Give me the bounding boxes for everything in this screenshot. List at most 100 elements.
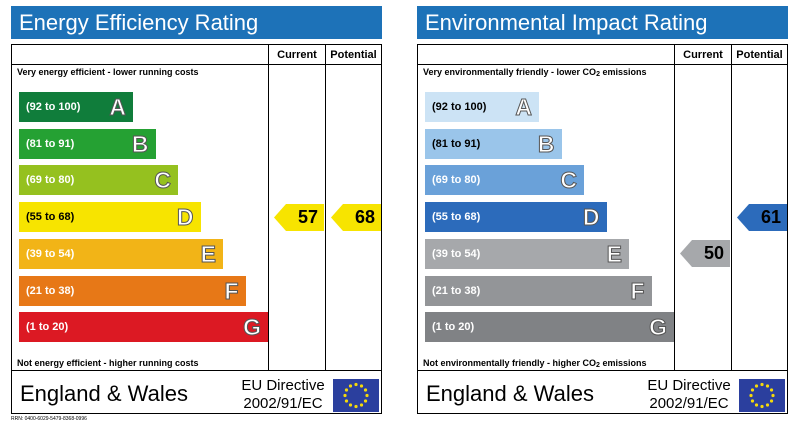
directive-line1: EU Directive — [241, 377, 325, 394]
current-rating-value: 57 — [297, 206, 318, 227]
band-range-label: (21 to 38) — [432, 284, 481, 297]
top-caption: Very energy efficient - lower running co… — [17, 67, 199, 77]
footer-region: England & Wales — [426, 381, 594, 406]
eu-star — [754, 403, 759, 407]
band-range-label: (55 to 68) — [432, 211, 481, 224]
eu-star — [771, 393, 775, 398]
band-range-label: (92 to 100) — [432, 101, 487, 113]
top-caption: Very environmentally friendly - lower CO… — [423, 67, 647, 78]
environmental-chart-frame: Current Potential Very environmentally f… — [417, 44, 788, 414]
eu-star — [348, 384, 353, 388]
current-rating-value: 50 — [703, 243, 724, 264]
column-divider — [325, 45, 326, 370]
rating-band-g: (1 to 20) G — [425, 312, 674, 343]
band-letter-label: E — [606, 240, 622, 267]
band-letter-label: A — [109, 94, 127, 121]
band-range-label: (81 to 91) — [432, 137, 481, 150]
current-rating-marker: 50 — [680, 240, 730, 268]
potential-rating-marker: 68 — [331, 203, 381, 231]
band-letter-label: G — [243, 314, 262, 341]
header-divider — [418, 64, 787, 65]
environmental-impact-panel: Environmental Impact Rating Current Pote… — [417, 6, 788, 414]
eu-star — [749, 393, 753, 398]
eu-star — [348, 403, 353, 407]
footer-divider — [12, 370, 381, 371]
rating-band-a: (92 to 100) A — [425, 92, 539, 122]
eu-star — [363, 388, 368, 392]
band-range-label: (69 to 80) — [432, 174, 481, 187]
eu-star — [760, 404, 764, 409]
band-range-label: (92 to 100) — [26, 101, 81, 113]
eu-star — [354, 404, 358, 409]
eu-star — [765, 403, 770, 407]
current-rating-marker: 57 — [274, 203, 324, 231]
rating-band-g: (1 to 20) G — [19, 312, 268, 343]
eu-star — [344, 388, 349, 392]
directive-line1: EU Directive — [647, 377, 731, 394]
footer-divider — [418, 370, 787, 371]
potential-rating-value: 68 — [354, 206, 375, 227]
rating-band-f: (21 to 38) F — [425, 275, 652, 306]
rating-band-c: (69 to 80) C — [19, 165, 178, 196]
band-letter-label: G — [649, 314, 668, 341]
current-column-header: Current — [683, 49, 723, 61]
band-range-label: (81 to 91) — [26, 137, 75, 150]
eu-star — [344, 399, 349, 403]
potential-column-header: Potential — [736, 49, 783, 61]
rating-band-a: (92 to 100) A — [19, 92, 133, 122]
band-range-label: (39 to 54) — [26, 247, 75, 260]
eu-star — [760, 382, 764, 387]
band-range-label: (1 to 20) — [432, 321, 475, 334]
eu-star — [365, 393, 369, 398]
band-letter-label: B — [131, 130, 149, 157]
energy-chart-frame: Current Potential Very energy efficient … — [11, 44, 382, 414]
current-column-header: Current — [277, 49, 317, 61]
rating-band-b: (81 to 91) B — [19, 128, 156, 159]
band-letter-label: B — [537, 130, 555, 157]
rating-band-d: (55 to 68) D — [19, 202, 201, 233]
eu-star — [754, 384, 759, 388]
band-letter-label: F — [224, 277, 239, 304]
eu-star — [769, 399, 774, 403]
rating-band-c: (69 to 80) C — [425, 165, 584, 196]
eu-star — [359, 384, 364, 388]
column-divider — [731, 45, 732, 370]
directive-line2: 2002/91/EC — [243, 395, 323, 412]
rating-band-f: (21 to 38) F — [19, 275, 246, 306]
potential-rating-value: 61 — [760, 206, 781, 227]
eu-flag-icon — [739, 379, 785, 412]
rating-band-e: (39 to 54) E — [425, 238, 629, 269]
band-letter-label: D — [582, 204, 600, 231]
eu-star — [359, 403, 364, 407]
eu-flag-icon — [333, 379, 379, 412]
footer-region: England & Wales — [20, 381, 188, 406]
band-letter-label: F — [630, 277, 645, 304]
bottom-caption: Not environmentally friendly - higher CO… — [423, 358, 647, 369]
directive-line2: 2002/91/EC — [649, 395, 729, 412]
band-letter-label: C — [154, 167, 172, 194]
band-range-label: (55 to 68) — [26, 211, 75, 224]
band-letter-label: A — [515, 94, 533, 121]
eu-star — [765, 384, 770, 388]
column-divider — [674, 45, 675, 370]
footer-directive: EU Directive 2002/91/EC — [235, 377, 331, 413]
eu-star — [750, 388, 755, 392]
eu-star — [769, 388, 774, 392]
band-range-label: (21 to 38) — [26, 284, 75, 297]
energy-chart-title: Energy Efficiency Rating — [11, 6, 382, 39]
eu-star — [354, 382, 358, 387]
environmental-chart-title: Environmental Impact Rating — [417, 6, 788, 39]
column-divider — [268, 45, 269, 370]
rating-band-d: (55 to 68) D — [425, 202, 607, 233]
potential-column-header: Potential — [330, 49, 377, 61]
band-letter-label: C — [560, 167, 578, 194]
energy-efficiency-panel: Energy Efficiency Rating Current Potenti… — [11, 6, 382, 414]
potential-rating-marker: 61 — [737, 203, 787, 231]
bottom-caption: Not energy efficient - higher running co… — [17, 358, 199, 368]
eu-star — [750, 399, 755, 403]
band-range-label: (69 to 80) — [26, 174, 75, 187]
band-range-label: (39 to 54) — [432, 247, 481, 260]
rating-band-e: (39 to 54) E — [19, 238, 223, 269]
footer-directive: EU Directive 2002/91/EC — [641, 377, 737, 413]
rating-band-b: (81 to 91) B — [425, 128, 562, 159]
